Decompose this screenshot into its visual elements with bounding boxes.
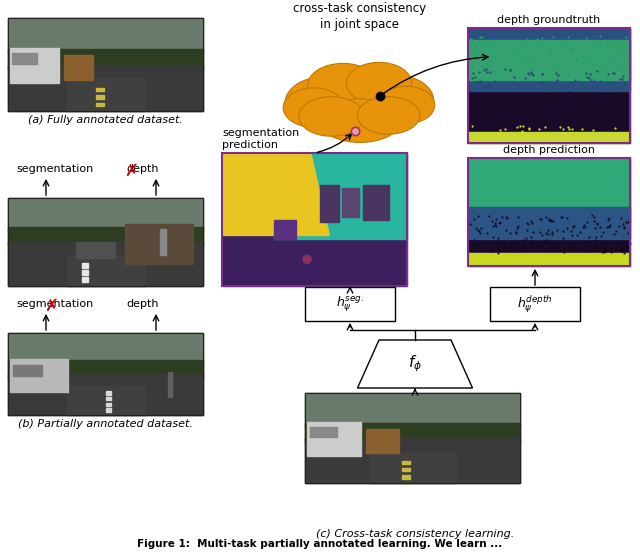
Bar [8, 242, 203, 286]
Bar [310, 427, 337, 437]
Bar [366, 429, 399, 453]
Bar [76, 242, 115, 258]
Ellipse shape [299, 97, 364, 136]
Text: depth groundtruth: depth groundtruth [497, 15, 600, 25]
Bar [12, 53, 36, 63]
Ellipse shape [378, 86, 435, 124]
Bar [8, 374, 203, 415]
Bar [63, 55, 93, 79]
Bar [96, 103, 104, 107]
Bar [8, 333, 203, 415]
Bar [67, 255, 145, 286]
Text: segmentation
prediction: segmentation prediction [222, 128, 300, 150]
Ellipse shape [302, 71, 418, 139]
Bar [305, 393, 520, 483]
Text: Figure 1:  Multi-task partially annotated learning. We learn ...: Figure 1: Multi-task partially annotated… [138, 539, 502, 549]
Ellipse shape [357, 97, 420, 134]
Bar [8, 333, 203, 415]
Bar [402, 475, 410, 479]
Bar [8, 333, 203, 364]
Text: depth: depth [126, 164, 159, 174]
Bar [274, 220, 296, 240]
Text: (b) Partially annotated dataset.: (b) Partially annotated dataset. [18, 419, 193, 429]
Bar [8, 198, 203, 231]
Bar [106, 408, 111, 412]
Bar [468, 28, 630, 143]
Bar [468, 158, 630, 223]
Bar [10, 359, 68, 392]
Bar [468, 28, 630, 143]
Ellipse shape [319, 99, 401, 142]
Bar [82, 277, 88, 282]
Text: $h_{\psi}^{seg.}$: $h_{\psi}^{seg.}$ [336, 294, 364, 314]
Text: depth: depth [126, 299, 159, 309]
Bar [468, 158, 630, 266]
Bar [363, 185, 388, 220]
Text: $h_{\psi}^{depth}$: $h_{\psi}^{depth}$ [517, 293, 553, 315]
Bar [67, 386, 145, 415]
Bar [106, 391, 111, 395]
Ellipse shape [355, 75, 433, 125]
Bar [468, 253, 630, 266]
Text: depth prediction: depth prediction [503, 145, 595, 155]
Text: $f_{\phi}$: $f_{\phi}$ [408, 354, 422, 374]
Bar [468, 40, 630, 79]
Text: segmentation: segmentation [16, 164, 93, 174]
Text: (c) Cross-task consistency learning.: (c) Cross-task consistency learning. [316, 529, 514, 539]
Bar [168, 373, 172, 397]
Bar [468, 206, 630, 239]
Polygon shape [358, 340, 472, 388]
Bar [8, 198, 203, 286]
FancyBboxPatch shape [305, 287, 395, 321]
Bar [96, 95, 104, 99]
Ellipse shape [346, 62, 412, 104]
Bar [8, 198, 203, 286]
Bar [8, 227, 203, 246]
Bar [274, 153, 407, 240]
Bar [468, 28, 630, 91]
Bar [8, 360, 203, 378]
Bar [82, 263, 88, 268]
Ellipse shape [285, 76, 367, 129]
Bar [8, 18, 203, 54]
Bar [13, 365, 42, 376]
Ellipse shape [283, 88, 344, 128]
Bar [402, 460, 410, 464]
Polygon shape [222, 153, 330, 236]
Bar [8, 65, 203, 111]
Bar [222, 153, 407, 286]
Bar [307, 422, 361, 456]
Text: ✗: ✗ [44, 297, 58, 315]
Circle shape [303, 256, 311, 263]
Bar [305, 423, 520, 443]
Bar [67, 78, 145, 111]
Bar [8, 18, 203, 111]
Bar [305, 393, 520, 427]
Text: (a) Fully annotated dataset.: (a) Fully annotated dataset. [28, 115, 183, 125]
Bar [305, 438, 520, 483]
FancyBboxPatch shape [490, 287, 580, 321]
Bar [8, 18, 203, 111]
Bar [369, 452, 456, 483]
Bar [96, 88, 104, 92]
Bar [125, 225, 193, 264]
Bar [106, 403, 111, 406]
Text: segmentation: segmentation [16, 299, 93, 309]
Bar [468, 158, 630, 266]
Bar [82, 270, 88, 274]
Bar [402, 468, 410, 471]
Bar [320, 185, 339, 222]
Bar [10, 48, 59, 83]
Bar [222, 153, 407, 286]
Bar [342, 188, 359, 217]
Text: cross-task consistency
in joint space: cross-task consistency in joint space [293, 2, 427, 31]
Text: ✗: ✗ [124, 162, 138, 180]
Bar [8, 49, 203, 69]
Bar [468, 131, 630, 143]
Bar [106, 397, 111, 400]
Ellipse shape [308, 63, 378, 107]
Bar [305, 393, 520, 483]
Bar [160, 229, 166, 255]
